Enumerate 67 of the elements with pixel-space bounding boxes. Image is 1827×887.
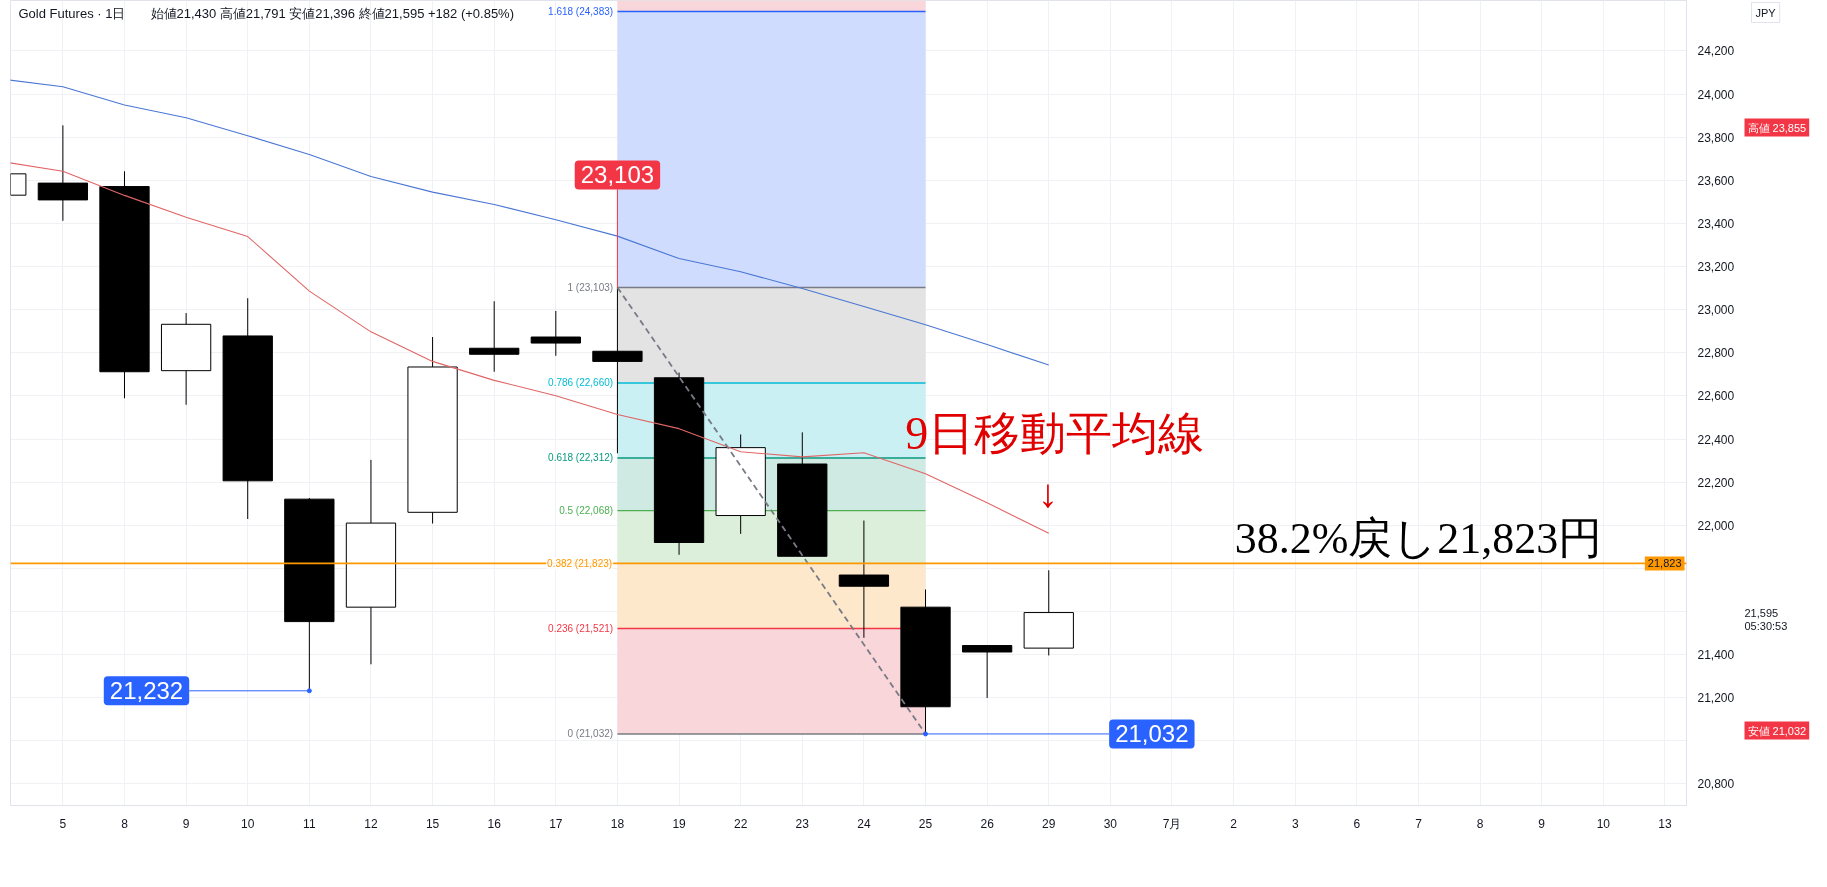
x-tick-label: 9	[1538, 816, 1546, 831]
x-tick-label: 3	[1291, 816, 1299, 831]
x-tick-label: 16	[487, 816, 502, 831]
y-axis-title: JPY	[1755, 6, 1777, 19]
x-tick-label: 9	[182, 816, 190, 831]
y-tick-label: 23,400	[1697, 216, 1735, 231]
ref-line-label: 0.236 (21,521)	[548, 623, 614, 634]
annotation: 38.2%戻し21,823円	[1234, 514, 1603, 564]
y-tick-label: 23,600	[1697, 173, 1735, 188]
x-tick-label: 15	[425, 816, 440, 831]
x-tick-label: 11	[303, 816, 316, 831]
annotation: 0.382 (21,823)	[547, 557, 613, 569]
y-tick-label: 24,200	[1697, 44, 1735, 59]
text: 安値 21,032	[1747, 724, 1807, 737]
y-tick-label: 22,200	[1697, 475, 1735, 490]
x-tick-label: 22	[734, 816, 748, 831]
x-tick-label: 12	[364, 816, 378, 831]
x-tick-label: 25	[918, 816, 933, 831]
x-tick-label: 18	[610, 816, 625, 831]
ref-line-label: 21,823	[1647, 557, 1682, 570]
x-tick-label: 17	[549, 816, 563, 831]
y-tick-label: 22,600	[1697, 389, 1735, 404]
y-tick-label: 21,200	[1697, 691, 1735, 706]
x-tick-label: 13	[1658, 816, 1672, 831]
y-tick-label: 22,000	[1697, 518, 1735, 533]
x-tick-label: 23	[795, 816, 810, 831]
ref-line-label: 0.5 (22,068)	[559, 505, 614, 517]
x-tick-label: 29	[1042, 816, 1056, 831]
annotation: ↓	[1037, 471, 1058, 516]
chart-subtitle: 始値21,430 高値21,791 安値21,396 終値21,595 +182 (+0.85%)	[150, 5, 514, 21]
x-tick-label: 30	[1103, 816, 1118, 831]
chart-title: Gold Futures · 1日	[18, 5, 126, 21]
text: 21,595	[1744, 606, 1779, 619]
y-tick-label: 20,800	[1697, 777, 1735, 792]
candlestick	[530, 310, 581, 357]
y-tick-label: 24,000	[1697, 87, 1735, 102]
x-tick-label: 2	[1230, 816, 1238, 831]
y-tick-label: 23,800	[1697, 130, 1735, 145]
y-tick-label: 22,800	[1697, 346, 1735, 361]
x-tick-label: 7月	[1162, 816, 1182, 831]
x-tick-label: 10	[241, 816, 255, 831]
annotation: 21,232	[109, 677, 184, 705]
y-tick-label: 22,400	[1697, 432, 1735, 447]
text: 高値 23,855	[1747, 121, 1807, 134]
x-tick-label: 8	[1476, 816, 1484, 831]
x-tick-label: 7	[1415, 816, 1423, 831]
x-tick-label: 19	[672, 816, 687, 831]
candlestick	[838, 519, 890, 639]
annotation: 21,032	[1115, 720, 1189, 748]
x-tick-label: 8	[121, 816, 129, 831]
annotation: 9日移動平均線	[905, 408, 1205, 459]
x-tick-label: 6	[1353, 816, 1361, 831]
ref-line-label: 1.618 (24,383)	[548, 5, 614, 17]
ref-line-label: 0.618 (22,312)	[548, 452, 614, 464]
x-tick-label: 26	[980, 816, 995, 831]
text: 05:30:53	[1744, 619, 1788, 632]
ref-line-label: 0 (21,032)	[567, 728, 614, 740]
candlestick	[469, 300, 520, 373]
ref-line-label: 1 (23,103)	[567, 281, 614, 293]
x-tick-label: 5	[59, 816, 67, 831]
y-tick-label: 21,400	[1697, 648, 1735, 663]
annotation: 23,103	[580, 161, 655, 189]
y-tick-label: 23,000	[1697, 303, 1735, 318]
x-tick-label: 10	[1596, 816, 1611, 831]
x-tick-label: 24	[857, 816, 871, 831]
ref-line-label: 0.786 (22,660)	[548, 377, 614, 389]
y-tick-label: 23,200	[1697, 260, 1735, 275]
